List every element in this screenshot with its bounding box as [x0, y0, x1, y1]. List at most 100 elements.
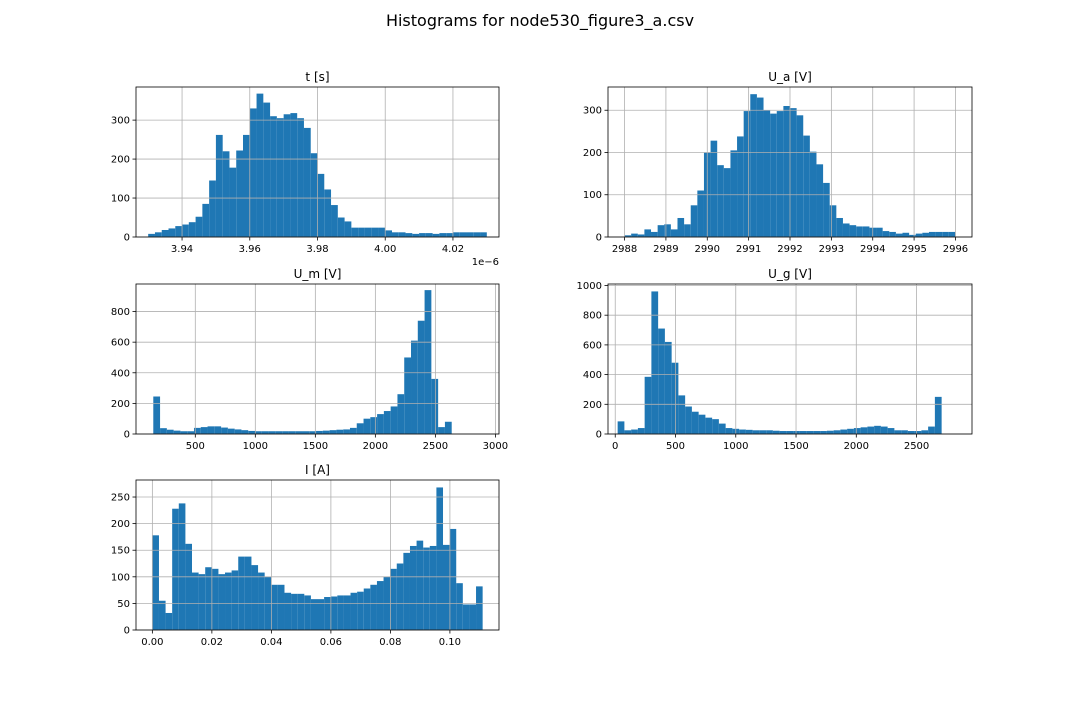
- histogram-bar: [214, 426, 222, 434]
- x-tick-label: 1500: [303, 441, 328, 452]
- histogram-bar: [317, 173, 325, 237]
- histogram-bar: [793, 431, 800, 434]
- histogram-bar: [310, 153, 318, 237]
- histogram-bar: [705, 417, 713, 434]
- y-tick-label: 200: [111, 519, 130, 530]
- histogram-bar: [268, 431, 276, 434]
- histogram-bar: [429, 545, 437, 630]
- subplot-u-g: 0 500 1000 1500 2000 2500 0 200 400 600 800 1000 U_g…: [577, 267, 973, 452]
- histogram-bar: [803, 135, 810, 237]
- histogram-bar: [193, 427, 201, 434]
- histogram-bar: [466, 232, 474, 237]
- histogram-bar: [398, 232, 406, 237]
- x-tick-label: 0.04: [260, 637, 282, 648]
- histogram-bar: [363, 418, 371, 434]
- x-tick-label: 2994: [860, 244, 885, 255]
- histogram-bar: [256, 93, 264, 238]
- histogram-bar: [723, 168, 731, 237]
- histogram-bar: [409, 545, 417, 630]
- x-tick-label: 3.94: [171, 244, 193, 255]
- histogram-bar: [161, 229, 169, 237]
- subplot-title: U_a [V]: [768, 70, 812, 84]
- histogram-bar: [419, 233, 426, 237]
- y-tick-label: 150: [111, 546, 130, 557]
- histogram-bar: [948, 231, 956, 237]
- histogram-bar: [856, 226, 863, 237]
- x-tick-label: 4.00: [374, 244, 396, 255]
- histogram-bar: [309, 431, 317, 434]
- histogram-bar: [730, 150, 738, 237]
- histogram-bar: [473, 232, 481, 237]
- histogram-bar: [860, 427, 868, 434]
- histogram-bar: [759, 430, 767, 434]
- y-tick-label: 250: [111, 493, 130, 504]
- x-tick-label: 4.02: [442, 244, 464, 255]
- histogram-bar: [444, 421, 452, 434]
- histogram-bar: [175, 226, 183, 237]
- x-tick-label: 0.00: [141, 637, 163, 648]
- histogram-bar: [192, 572, 199, 630]
- histogram-bar: [624, 430, 632, 434]
- histogram-bar: [796, 115, 804, 237]
- histogram-bar: [813, 431, 821, 434]
- y-tick-label: 1000: [577, 281, 602, 292]
- histogram-bar: [153, 396, 161, 434]
- histogram-bar: [168, 228, 176, 237]
- histogram-bar: [343, 595, 351, 630]
- histogram-bar: [165, 612, 173, 630]
- histogram-bar: [697, 190, 704, 237]
- histogram-bar: [205, 567, 212, 630]
- histogram-bar: [331, 205, 338, 237]
- histogram-bar: [350, 592, 358, 630]
- subplot-i: 0.00 0.02 0.04 0.06 0.08 0.10 0 50 100 150 200 250 I…: [111, 463, 500, 648]
- histogram-bar: [644, 229, 652, 237]
- histogram-bar: [424, 290, 432, 434]
- histogram-bar: [842, 223, 850, 237]
- y-tick-label: 0: [596, 233, 602, 244]
- histogram-bar: [412, 233, 420, 237]
- histogram-bar: [182, 224, 189, 237]
- axis-offset-label: 1e−6: [472, 257, 499, 268]
- histogram-bar: [456, 583, 463, 630]
- y-tick-label: 50: [117, 599, 130, 610]
- histogram-bar: [349, 427, 357, 434]
- histogram-bar: [443, 544, 450, 630]
- x-tick-label: 2000: [844, 441, 869, 452]
- y-tick-label: 200: [111, 399, 130, 410]
- x-tick-label: 3.96: [239, 244, 261, 255]
- histogram-bar: [439, 233, 447, 237]
- histogram-bar: [829, 205, 837, 237]
- histogram-bar: [316, 430, 323, 434]
- histogram-bar: [222, 151, 230, 237]
- histogram-bar: [617, 421, 625, 434]
- histogram-bar: [737, 136, 744, 237]
- axes-frame: [135, 283, 500, 435]
- histogram-bar: [166, 429, 174, 434]
- histogram-bar: [411, 340, 418, 434]
- histogram-bar: [152, 535, 159, 630]
- histogram-bar: [651, 231, 658, 237]
- x-tick-label: 3.98: [306, 244, 328, 255]
- histogram-bar: [752, 430, 760, 434]
- histogram-bar: [215, 134, 223, 237]
- histogram-bar: [337, 595, 344, 630]
- histogram-bar: [198, 574, 206, 630]
- histogram-bar: [370, 417, 378, 434]
- histogram-bar: [187, 431, 194, 434]
- histogram-bar: [243, 134, 250, 237]
- y-tick-label: 300: [111, 116, 130, 127]
- histogram-bar: [710, 140, 718, 237]
- histogram-bar: [698, 414, 706, 434]
- histogram-bar: [148, 233, 155, 237]
- subplot-u-m: 500 1000 1500 2000 2500 3000 0 200 400 600 800 U_m …: [111, 267, 508, 452]
- y-tick-label: 800: [583, 311, 602, 322]
- histogram-bar: [344, 221, 352, 237]
- histogram-bar: [657, 225, 665, 237]
- histogram-bar: [330, 596, 338, 630]
- x-tick-label: 1000: [723, 441, 748, 452]
- histogram-bar: [459, 232, 467, 237]
- histogram-bar: [766, 430, 773, 434]
- histogram-bar: [914, 431, 922, 434]
- histogram-bar: [371, 227, 379, 237]
- histogram-bar: [160, 428, 167, 434]
